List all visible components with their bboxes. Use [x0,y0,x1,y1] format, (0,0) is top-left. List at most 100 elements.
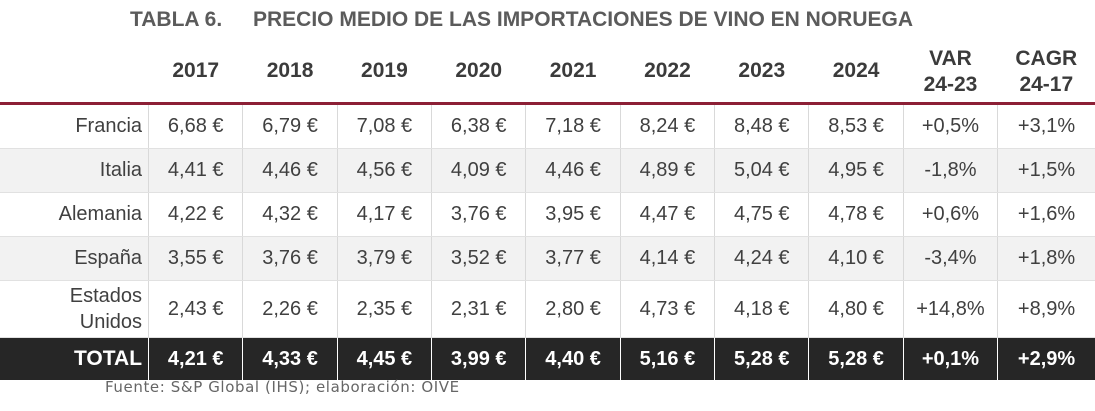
row-label-line: Italia [99,159,143,181]
column-header-cagr: CAGR 24-17 [997,40,1095,105]
row-label-line: Francia [75,115,143,137]
price-cell: 4,73 € [620,280,716,338]
price-cell: 4,18 € [714,280,810,338]
price-cell: 4,78 € [808,192,904,237]
table-title-text: PRECIO MEDIO DE LAS IMPORTACIONES DE VIN… [253,8,914,31]
header-corner [0,40,149,105]
price-cell: 6,38 € [431,103,527,149]
price-cell: 3,79 € [337,236,433,281]
var-cell: +14,8% [903,280,999,338]
price-cell: 7,18 € [525,103,621,149]
price-cell: 4,80 € [808,280,904,338]
price-cell: 4,75 € [714,192,810,237]
cagr-cell: +3,1% [997,103,1095,149]
var-cell: -3,4% [903,236,999,281]
cagr-cell: +8,9% [997,280,1095,338]
total-cagr-cell: +2,9% [997,337,1095,380]
price-cell: 2,35 € [337,280,433,338]
price-cell: 4,56 € [337,148,433,193]
price-cell: 4,17 € [337,192,433,237]
price-cell: 2,80 € [525,280,621,338]
price-table: 2017 2018 2019 2020 2021 2022 2023 2024 VAR 24-23… [0,40,1095,380]
table-row: Italia 4,41 €4,46 €4,56 €4,09 €4,46 €4,89… [0,148,1095,193]
price-cell: 3,52 € [431,236,527,281]
table-row: Estados Unidos 2,43 €2,26 €2,35 €2,31 €2,8… [0,280,1095,338]
row-label: Estados Unidos [0,280,150,338]
price-cell: 7,08 € [337,103,433,149]
column-header-year: 2022 [620,40,715,105]
column-header-cagr-line: 24-17 [1019,73,1074,96]
header-row: 2017 2018 2019 2020 2021 2022 2023 2024 VAR 24-23… [0,40,1095,105]
total-var-cell: +0,1% [903,337,999,380]
total-price-cell: 5,16 € [620,337,716,380]
column-header-var-line: VAR [929,47,972,70]
price-cell: 4,47 € [620,192,716,237]
row-label: España [0,236,150,281]
table-number: TABLA 6. [130,8,223,31]
price-cell: 8,53 € [808,103,904,149]
column-header-year: 2017 [148,40,243,105]
table-title: TABLA 6. PRECIO MEDIO DE LAS IMPORTACIONE… [130,8,913,38]
price-cell: 3,76 € [431,192,527,237]
column-header-year: 2024 [808,40,904,105]
row-label-line: Unidos [79,311,143,333]
price-cell: 8,24 € [620,103,716,149]
total-price-cell: 4,40 € [525,337,621,380]
cagr-cell: +1,6% [997,192,1095,237]
total-price-cell: 3,99 € [431,337,527,380]
table-row: España 3,55 €3,76 €3,79 €3,52 €3,77 €4,14… [0,236,1095,281]
price-cell: 3,55 € [148,236,244,281]
price-cell: 2,31 € [431,280,527,338]
column-header-year: 2021 [525,40,621,105]
cagr-cell: +1,8% [997,236,1095,281]
table-row: Alemania 4,22 €4,32 €4,17 €3,76 €3,95 €4,… [0,192,1095,237]
price-cell: 4,24 € [714,236,810,281]
price-cell: 4,22 € [148,192,244,237]
price-cell: 4,46 € [525,148,621,193]
price-cell: 4,32 € [242,192,338,237]
column-header-year: 2023 [714,40,809,105]
total-price-cell: 4,45 € [337,337,433,380]
price-cell: 2,26 € [242,280,338,338]
column-header-var-line: 24-23 [923,73,978,96]
price-cell: 4,95 € [808,148,904,193]
price-cell: 6,79 € [242,103,338,149]
column-header-year: 2019 [337,40,432,105]
total-price-cell: 5,28 € [714,337,810,380]
price-cell: 8,48 € [714,103,810,149]
price-cell: 4,46 € [242,148,338,193]
price-cell: 3,77 € [525,236,621,281]
row-label: Italia [0,148,150,193]
table-body: Francia 6,68 €6,79 €7,08 €6,38 €7,18 €8,2… [0,103,1095,380]
row-label: Francia [0,103,150,149]
row-label-line: España [74,247,143,269]
total-price-cell: 5,28 € [808,337,904,380]
column-header-year: 2020 [431,40,526,105]
row-label-line: Estados [69,285,143,307]
total-price-cell: 4,21 € [148,337,244,380]
source-note: Fuente: S&P Global (IHS); elaboración: O… [105,378,460,396]
price-cell: 3,76 € [242,236,338,281]
column-header-var: VAR 24-23 [903,40,998,105]
price-cell: 2,43 € [148,280,244,338]
price-cell: 3,95 € [525,192,621,237]
price-cell: 4,89 € [620,148,716,193]
cagr-cell: +1,5% [997,148,1095,193]
total-label: TOTAL [0,337,150,380]
price-cell: 4,14 € [620,236,716,281]
price-cell: 4,41 € [148,148,244,193]
total-price-cell: 4,33 € [242,337,338,380]
price-cell: 4,09 € [431,148,527,193]
price-cell: 6,68 € [148,103,244,149]
row-label: Alemania [0,192,150,237]
table-row: Francia 6,68 €6,79 €7,08 €6,38 €7,18 €8,2… [0,103,1095,149]
row-label-line: Alemania [58,203,143,225]
var-cell: +0,5% [903,103,999,149]
price-cell: 4,10 € [808,236,904,281]
var-cell: -1,8% [903,148,999,193]
var-cell: +0,6% [903,192,999,237]
column-header-cagr-line: CAGR [1015,47,1078,70]
column-header-year: 2018 [242,40,338,105]
total-row: TOTAL 4,21 €4,33 €4,45 €3,99 €4,40 €5,16 … [0,337,1095,380]
price-cell: 5,04 € [714,148,810,193]
